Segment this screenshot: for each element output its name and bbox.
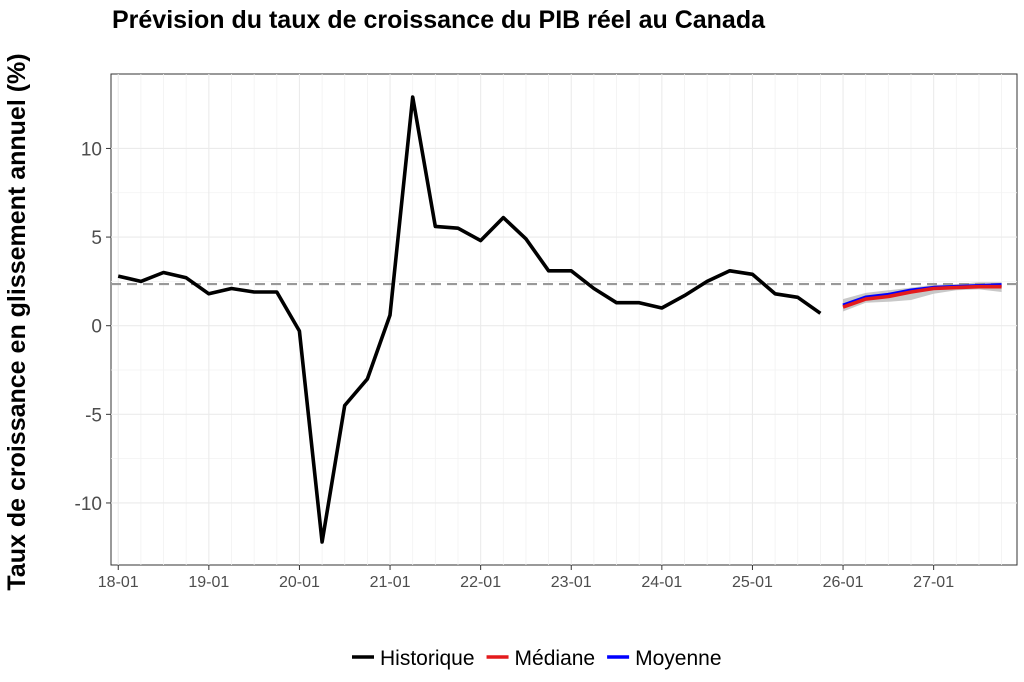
forecast-band (843, 282, 1002, 312)
x-tick-label: 22-01 (460, 574, 501, 591)
x-tick-label: 27-01 (913, 574, 954, 591)
axes: -10 -5 0 5 10 18-01 19-01 20-01 21-01 22-01 23-01 2… (75, 139, 955, 591)
x-tick-label: 23-01 (551, 574, 592, 591)
y-axis-label: Taux de croissance en glissement annuel … (3, 53, 31, 590)
y-tick-label: 10 (81, 139, 102, 160)
grid (111, 74, 1017, 565)
series-line-mediane (842, 284, 1002, 309)
plot-panel (110, 73, 1018, 566)
x-tick-label: 18-01 (98, 574, 139, 591)
x-tick-label: 21-01 (370, 574, 411, 591)
x-tick-label: 20-01 (279, 574, 320, 591)
forecast-band-area (843, 282, 1002, 312)
y-tick-label: -5 (85, 405, 102, 426)
legend-label-historique: Historique (380, 647, 475, 670)
chart-title: Prévision du taux de croissance du PIB r… (112, 6, 766, 34)
legend: Historique Médiane Moyenne (352, 647, 722, 670)
legend-label-mediane: Médiane (515, 647, 596, 670)
x-tick-label: 19-01 (188, 574, 229, 591)
x-tick-label: 26-01 (823, 574, 864, 591)
y-tick-label: 5 (91, 228, 102, 249)
x-tick-label: 25-01 (732, 574, 773, 591)
x-tick-label: 24-01 (641, 574, 682, 591)
series-lines (117, 95, 1002, 544)
y-tick-label: -10 (75, 494, 102, 515)
series-line-historique (117, 95, 822, 544)
plot-background (110, 73, 1018, 566)
legend-label-moyenne: Moyenne (635, 647, 721, 670)
y-tick-label: 0 (91, 317, 102, 338)
